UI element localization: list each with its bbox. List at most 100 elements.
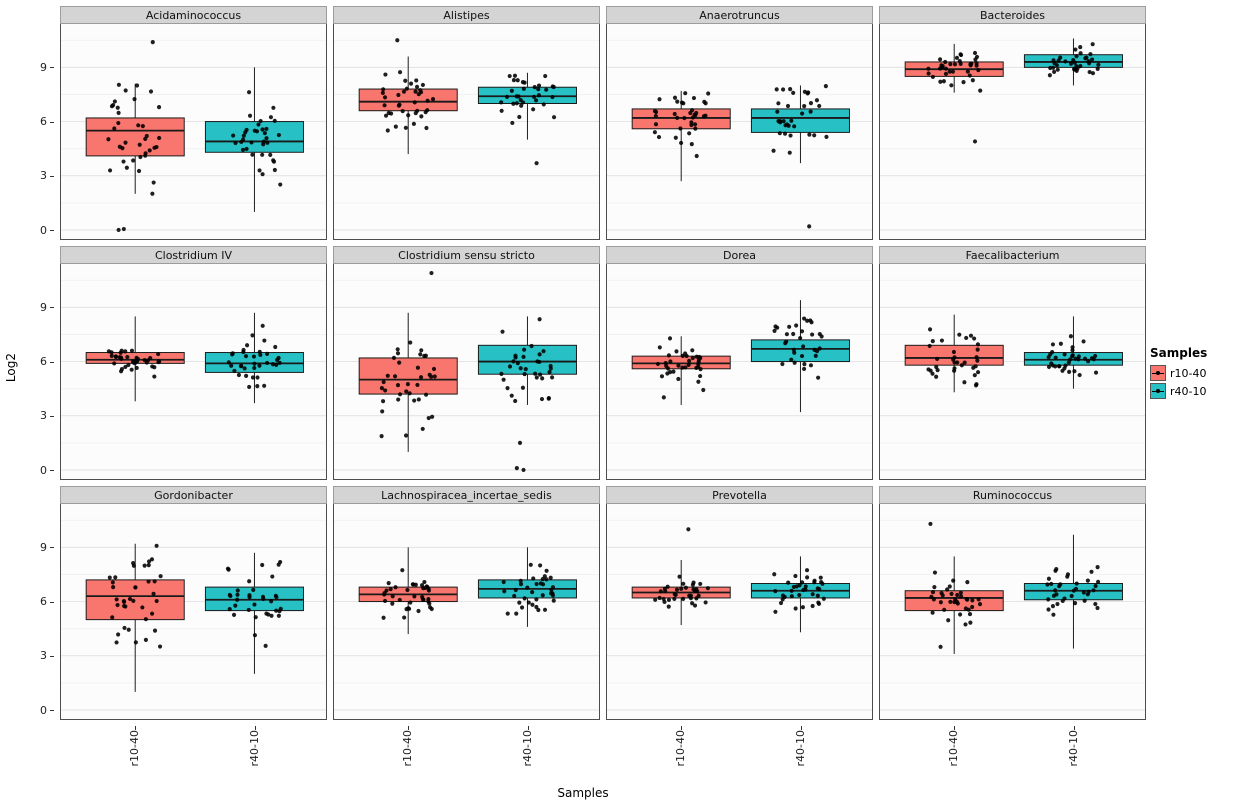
- y-tick-label: 0: [40, 463, 54, 477]
- boxplot-r40-10: [477, 316, 577, 473]
- facet-panel: [606, 24, 873, 240]
- facet-anaerotruncus: Anaerotruncus: [606, 6, 873, 240]
- boxplot-r10-40: [904, 43, 1004, 144]
- boxplot-r40-10: [204, 312, 304, 404]
- legend-key-r10-40: [1150, 365, 1166, 381]
- legend-item-r40-10[interactable]: r40-10: [1150, 383, 1236, 399]
- facet-lachnospiracea-incertae-sedis: Lachnospiracea_incertae_sedis: [333, 486, 600, 720]
- x-tick-mark: [953, 726, 955, 730]
- y-tick-mark: [50, 67, 54, 69]
- facet-bacteroides: Bacteroides: [879, 6, 1146, 240]
- facet-strip: Ruminococcus: [879, 486, 1146, 504]
- legend-title: Samples: [1150, 346, 1208, 360]
- y-tick-mark: [50, 230, 54, 232]
- y-tick-mark: [50, 655, 54, 657]
- boxplot-r40-10: [750, 84, 850, 229]
- legend-label-r40-10: r40-10: [1170, 384, 1207, 398]
- y-tick-label: 3: [40, 170, 54, 181]
- boxplot-r40-10: [750, 300, 850, 413]
- x-tick-mark: [1073, 726, 1075, 730]
- y-tick-label: 9: [40, 302, 54, 313]
- x-tick-label-r10-40: r10-40: [946, 730, 960, 767]
- facet-panel: [60, 504, 327, 720]
- x-tick-label-r40-10: r40-10: [247, 730, 261, 767]
- facet-strip: Clostridium sensu stricto: [333, 246, 600, 264]
- facet-grid: 9 6 3 0 Acidaminococcus Alistipes Anaerotruncu…: [20, 6, 1146, 784]
- y-tick-label: 0: [40, 705, 54, 716]
- facet-panel: [606, 264, 873, 480]
- boxplot-r40-10: [750, 556, 850, 633]
- y-tick-text: 6: [40, 115, 47, 129]
- facet-panel: [333, 264, 600, 480]
- x-tick-label-r40-10: r40-10: [1066, 730, 1080, 767]
- facet-acidaminococcus: Acidaminococcus: [60, 6, 327, 240]
- x-tick-label-r10-40: r10-40: [127, 730, 141, 767]
- facet-panel: [333, 504, 600, 720]
- legend: Samples r10-40 r40-10: [1146, 6, 1236, 740]
- facet-strip: Lachnospiracea_incertae_sedis: [333, 486, 600, 504]
- x-tick-label-r10-40: r10-40: [673, 730, 687, 767]
- y-tick-text: 9: [40, 60, 47, 74]
- boxplot-r10-40: [358, 270, 458, 452]
- boxplot-r10-40: [85, 316, 185, 402]
- y-tick-mark: [50, 547, 54, 549]
- legend-label-r10-40: r10-40: [1170, 366, 1207, 380]
- y-tick-text: 6: [40, 595, 47, 609]
- facet-strip: Bacteroides: [879, 6, 1146, 24]
- y-tick-label: 6: [40, 595, 54, 609]
- legend-item-r10-40[interactable]: r10-40: [1150, 365, 1236, 381]
- facet-panel: [333, 24, 600, 240]
- boxplot-r10-40: [358, 38, 458, 155]
- y-tick-text: 0: [40, 463, 47, 477]
- x-axis-ticks-col-2: r10-40 r40-10: [606, 726, 873, 784]
- boxplot-r40-10: [1023, 316, 1123, 389]
- y-tick-mark: [50, 361, 54, 363]
- y-tick-text: 6: [40, 355, 47, 369]
- boxplot-r10-40: [631, 527, 731, 626]
- x-tick-mark: [527, 726, 529, 730]
- facet-panel: [606, 504, 873, 720]
- facet-strip: Clostridium IV: [60, 246, 327, 264]
- y-tick-text: 9: [40, 540, 47, 554]
- boxplot-r10-40: [631, 336, 731, 405]
- y-axis-ticks-row-0: 9 6 3 0: [20, 6, 54, 240]
- boxplot-r40-10: [204, 67, 304, 212]
- boxplot-r40-10: [1023, 534, 1123, 649]
- legend-key-r40-10: [1150, 383, 1166, 399]
- facet-strip: Faecalibacterium: [879, 246, 1146, 264]
- x-tick-label-r40-10: r40-10: [793, 730, 807, 767]
- boxplot-r10-40: [631, 90, 731, 182]
- facet-strip: Prevotella: [606, 486, 873, 504]
- x-axis-ticks-col-3: r10-40 r40-10: [879, 726, 1146, 784]
- y-tick-label: 0: [40, 225, 54, 236]
- x-tick-mark: [680, 726, 682, 730]
- facet-faecalibacterium: Faecalibacterium: [879, 246, 1146, 480]
- facet-strip: Alistipes: [333, 6, 600, 24]
- facet-panel: [60, 264, 327, 480]
- y-axis-label: Log2: [4, 353, 18, 383]
- y-tick-mark: [50, 415, 54, 417]
- y-tick-label: 3: [40, 410, 54, 421]
- x-tick-label-r10-40: r10-40: [400, 730, 414, 767]
- facet-clostridium-sensu-stricto: Clostridium sensu stricto: [333, 246, 600, 480]
- facet-clostridium-iv: Clostridium IV: [60, 246, 327, 480]
- x-axis-ticks-col-0: r10-40 r40-10: [60, 726, 327, 784]
- boxplot-r10-40: [85, 543, 185, 692]
- boxplot-r10-40: [85, 40, 185, 233]
- y-axis-ticks-row-2: 9 6 3 0: [20, 486, 54, 720]
- x-tick-mark: [134, 726, 136, 730]
- facet-prevotella: Prevotella: [606, 486, 873, 720]
- facet-panel: [879, 504, 1146, 720]
- facet-dorea: Dorea: [606, 246, 873, 480]
- facet-strip: Anaerotruncus: [606, 6, 873, 24]
- y-tick-mark: [50, 601, 54, 603]
- x-tick-mark: [800, 726, 802, 730]
- x-tick-mark: [407, 726, 409, 730]
- facet-ruminococcus: Ruminococcus: [879, 486, 1146, 720]
- y-tick-label: 6: [40, 115, 54, 129]
- y-axis-label-column: Log2: [2, 6, 20, 800]
- y-tick-mark: [50, 470, 54, 472]
- y-tick-mark: [50, 307, 54, 309]
- x-axis-corner: [20, 726, 54, 784]
